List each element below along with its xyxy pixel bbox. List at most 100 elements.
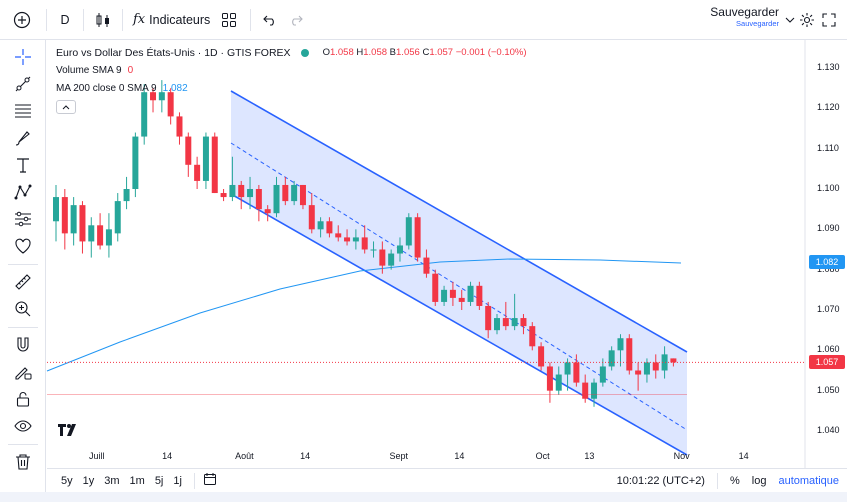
time-tick-label: 14 [300, 451, 311, 461]
candle-body [511, 318, 518, 327]
range-5d-button[interactable]: 5j [154, 474, 164, 487]
open-value: 1.058 [329, 47, 354, 58]
ma-row[interactable]: MA 200 close 0 SMA 9 1.082 [56, 80, 527, 98]
time-tick-label: 14 [454, 451, 465, 461]
candle-body [370, 249, 377, 251]
chart-legend: Euro vs Dollar Des États-Unis · 1D · GTI… [56, 44, 527, 114]
redo-button[interactable] [283, 6, 309, 34]
pattern-tool[interactable] [12, 181, 34, 203]
range-1d-button[interactable]: 1j [173, 474, 182, 487]
candle-body [291, 184, 298, 202]
text-tool[interactable] [12, 154, 34, 176]
candle-body [379, 249, 386, 266]
log-scale-button[interactable]: log [751, 475, 767, 487]
candle-body [79, 205, 86, 242]
channel-upper-line [230, 90, 688, 353]
interval-button[interactable]: D [60, 12, 70, 27]
trendline-tool[interactable] [12, 73, 34, 95]
candle-body [670, 358, 677, 363]
text-icon [17, 158, 29, 173]
gear-icon [800, 13, 814, 27]
range-1y-button[interactable]: 1y [82, 474, 95, 487]
indicators-label: Indicateurs [149, 12, 211, 27]
sliders-icon [15, 211, 31, 227]
price-tick-label: 1.130 [817, 62, 840, 72]
save-label: Sauvegarder [710, 5, 779, 19]
ruler-icon [15, 274, 31, 290]
candle-body [529, 326, 536, 347]
symbol-title[interactable]: Euro vs Dollar Des États-Unis · 1D · GTI… [56, 47, 291, 59]
remove-drawings-tool[interactable] [12, 451, 34, 473]
candle-body [396, 245, 403, 254]
pattern-icon [14, 184, 32, 200]
divider [83, 8, 84, 31]
candle-body [546, 366, 553, 391]
candle-body [582, 382, 589, 399]
add-symbol-button[interactable] [4, 6, 40, 34]
close-value: 1.057 [429, 47, 454, 58]
candle-body [61, 197, 68, 234]
magnet-icon [17, 337, 29, 352]
goto-date-button[interactable] [203, 472, 217, 489]
plus-circle-icon [13, 11, 31, 28]
moving-average-line [46, 258, 682, 372]
time-tick-label: 13 [584, 451, 595, 461]
ma-value: 1.082 [162, 83, 188, 94]
fullscreen-icon [822, 13, 836, 27]
favorites-tool[interactable] [12, 235, 34, 257]
volume-row[interactable]: Volume SMA 9 0 [56, 62, 527, 80]
price-tick-label: 1.070 [817, 304, 840, 314]
crosshair-tool[interactable] [12, 46, 34, 68]
candle-body [449, 289, 456, 298]
save-dropdown-button[interactable] [783, 6, 797, 34]
candle-body [626, 338, 633, 371]
candle-body [185, 136, 192, 165]
undo-button[interactable] [257, 6, 283, 34]
range-1m-button[interactable]: 1m [129, 474, 145, 487]
measure-tool[interactable] [12, 271, 34, 293]
save-sublabel: Sauvegarder [736, 19, 779, 28]
brush-tool[interactable] [12, 127, 34, 149]
range-3m-button[interactable]: 3m [104, 474, 120, 487]
auto-scale-button[interactable]: automatique [778, 475, 839, 487]
zoom-tool[interactable] [12, 298, 34, 320]
fib-tool[interactable] [12, 100, 34, 122]
price-tick-label: 1.110 [817, 142, 839, 153]
clock-display[interactable]: 10:01:22 (UTC+2) [616, 475, 705, 487]
stay-in-drawing-tool[interactable] [12, 361, 34, 383]
save-button[interactable]: Sauvegarder Sauvegarder [710, 6, 779, 28]
candle-body [229, 184, 236, 198]
range-5y-button[interactable]: 5y [61, 474, 73, 487]
candle-body [335, 233, 342, 238]
crosshair-icon [15, 49, 31, 65]
indicators-button[interactable]: fx Indicateurs [129, 6, 214, 34]
prediction-tool[interactable] [12, 208, 34, 230]
legend-collapse-button[interactable] [56, 100, 76, 114]
layouts-button[interactable] [214, 6, 244, 34]
eye-icon [14, 420, 32, 432]
time-tick-label: Oct [535, 451, 550, 461]
chart-type-button[interactable] [90, 6, 116, 34]
lock-drawings-tool[interactable] [12, 388, 34, 410]
price-tick-label: 1.060 [817, 344, 840, 355]
fullscreen-button[interactable] [819, 6, 839, 34]
divider [8, 327, 38, 328]
fx-icon: fx [133, 12, 146, 27]
candle-body [123, 189, 130, 202]
hide-drawings-tool[interactable] [12, 415, 34, 437]
tradingview-logo[interactable] [56, 421, 82, 439]
candle-body [635, 370, 642, 375]
volume-label: Volume SMA 9 [56, 65, 122, 76]
candle-body [273, 184, 280, 214]
divider [122, 8, 123, 31]
magnet-tool[interactable] [12, 334, 34, 356]
divider [193, 472, 195, 489]
candle-body [405, 217, 412, 246]
percent-scale-button[interactable]: % [729, 475, 740, 487]
volume-value: 0 [127, 65, 134, 76]
settings-button[interactable] [797, 6, 817, 34]
channel-fill [231, 91, 687, 455]
lock-icon [16, 392, 30, 407]
chevron-up-icon [62, 104, 70, 109]
candle-body [53, 197, 59, 222]
